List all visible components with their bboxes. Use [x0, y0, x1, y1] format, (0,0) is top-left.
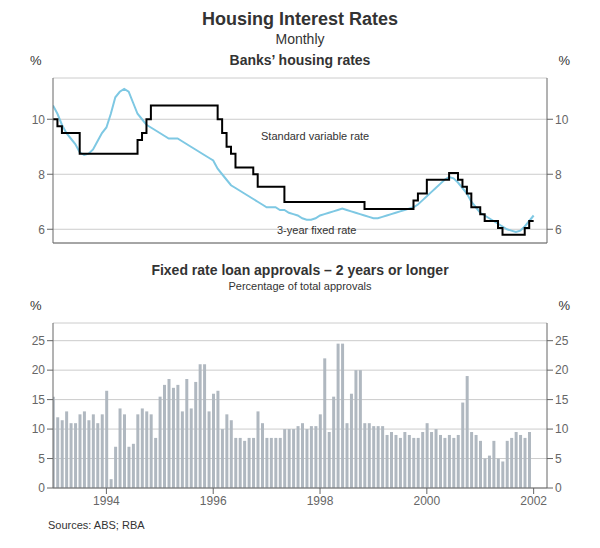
svg-text:10: 10 [555, 422, 569, 436]
html-text:3-year fixed rate: 3-year fixed rate [277, 224, 357, 236]
svg-text:10: 10 [32, 113, 46, 127]
svg-text:15: 15 [32, 393, 46, 407]
svg-text:1996: 1996 [200, 494, 227, 508]
svg-text:10: 10 [555, 113, 569, 127]
svg-text:8: 8 [555, 168, 562, 182]
svg-text:15: 15 [555, 393, 569, 407]
svg-text:1998: 1998 [307, 494, 334, 508]
html-text:Standard variable rate: Standard variable rate [261, 130, 370, 142]
svg-text:20: 20 [555, 363, 569, 377]
svg-text:20: 20 [32, 363, 46, 377]
svg-text:5: 5 [555, 452, 562, 466]
svg-text:6: 6 [38, 223, 45, 237]
html-text:Housing Interest Rates: Housing Interest Rates [202, 9, 398, 29]
svg-text:6: 6 [555, 223, 562, 237]
svg-text:25: 25 [555, 334, 569, 348]
svg-text:2000: 2000 [413, 494, 440, 508]
html-text:Percentage of total approvals: Percentage of total approvals [228, 280, 372, 292]
svg-text:1994: 1994 [93, 494, 120, 508]
svg-text:25: 25 [32, 334, 46, 348]
html-text:Monthly: Monthly [275, 31, 325, 47]
svg-text:2002: 2002 [520, 494, 547, 508]
html-text:Fixed rate loan approvals – 2: Fixed rate loan approvals – 2 years or l… [151, 262, 449, 278]
svg-text:8: 8 [38, 168, 45, 182]
svg-text:0: 0 [555, 481, 562, 495]
svg-text:0: 0 [38, 481, 45, 495]
html-text:Sources: ABS; RBA: Sources: ABS; RBA [48, 519, 145, 531]
svg-text:5: 5 [38, 452, 45, 466]
svg-text:10: 10 [32, 422, 46, 436]
html-text:Banks’ housing rates: Banks’ housing rates [229, 52, 371, 68]
